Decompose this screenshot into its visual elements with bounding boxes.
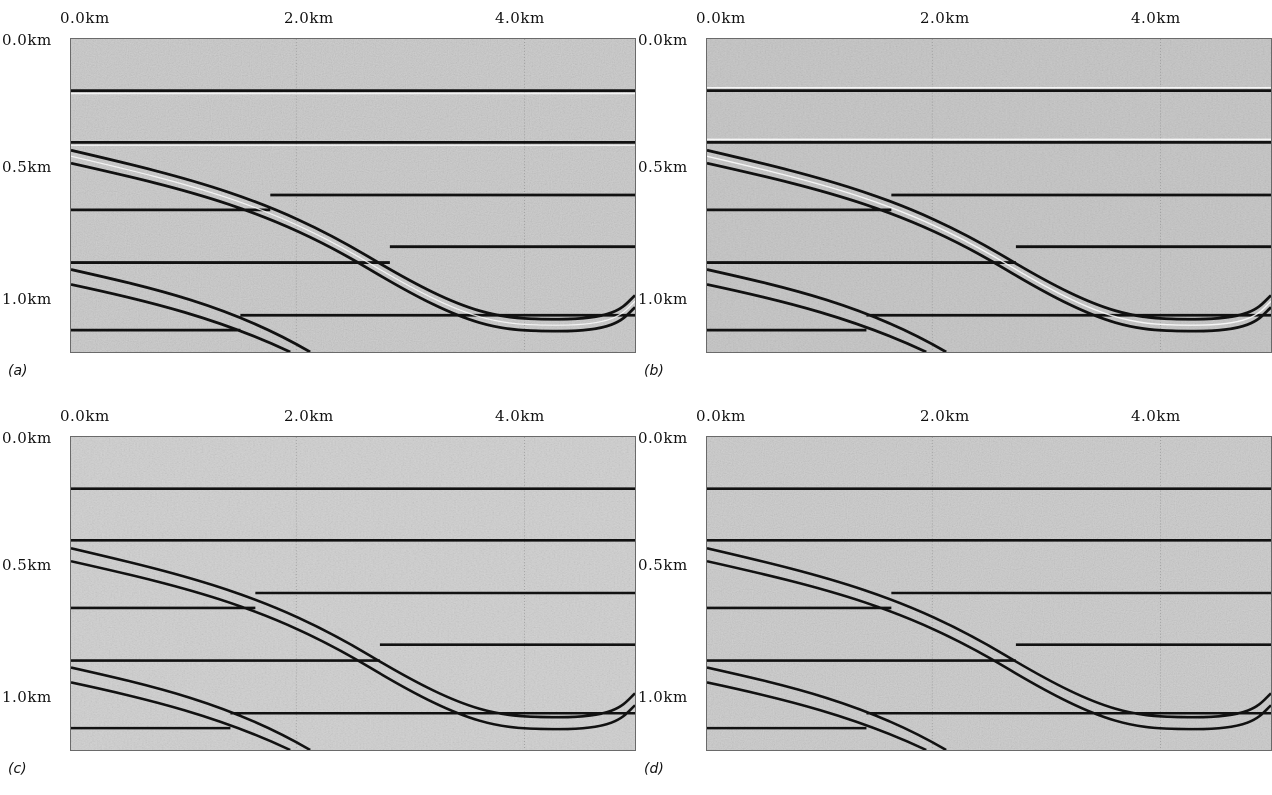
- x-tick-4: 4.0km: [495, 9, 545, 27]
- y-tick-1: 1.0km: [2, 688, 52, 706]
- seismic-image: [70, 38, 636, 353]
- x-tick-0: 0.0km: [696, 9, 746, 27]
- y-tick-0: 0.0km: [638, 31, 688, 49]
- y-tick-0: 0.0km: [638, 429, 688, 447]
- x-tick-0: 0.0km: [60, 407, 110, 425]
- x-tick-2: 2.0km: [284, 407, 334, 425]
- seismic-image: [706, 38, 1272, 353]
- x-tick-2: 2.0km: [920, 9, 970, 27]
- x-tick-0: 0.0km: [60, 9, 110, 27]
- panel-a: 0.0km 2.0km 4.0km 0.0km 0.5km 1.0km: [0, 0, 636, 397]
- x-tick-2: 2.0km: [920, 407, 970, 425]
- seismic-image: [70, 436, 636, 751]
- x-tick-0: 0.0km: [696, 407, 746, 425]
- panel-c: 0.0km 2.0km 4.0km 0.0km 0.5km 1.0km: [0, 398, 636, 795]
- panel-d: 0.0km 2.0km 4.0km 0.0km 0.5km 1.0km: [636, 398, 1272, 795]
- y-tick-1: 1.0km: [638, 688, 688, 706]
- panel-label: (d): [644, 761, 664, 777]
- panel-b: 0.0km 2.0km 4.0km 0.0km 0.5km 1.0km: [636, 0, 1272, 397]
- x-tick-2: 2.0km: [284, 9, 334, 27]
- seismic-section: [707, 39, 1271, 352]
- y-tick-1: 1.0km: [2, 290, 52, 308]
- seismic-section: [707, 437, 1271, 750]
- y-tick-05: 0.5km: [2, 158, 52, 176]
- y-tick-0: 0.0km: [2, 31, 52, 49]
- y-tick-05: 0.5km: [2, 556, 52, 574]
- y-tick-0: 0.0km: [2, 429, 52, 447]
- seismic-section: [71, 39, 635, 352]
- seismic-image: [706, 436, 1272, 751]
- panel-label: (b): [644, 363, 664, 379]
- x-tick-4: 4.0km: [1131, 407, 1181, 425]
- x-tick-4: 4.0km: [1131, 9, 1181, 27]
- seismic-section: [71, 437, 635, 750]
- x-tick-4: 4.0km: [495, 407, 545, 425]
- panel-label: (c): [8, 761, 27, 777]
- panel-label: (a): [8, 363, 28, 379]
- y-tick-05: 0.5km: [638, 556, 688, 574]
- y-tick-1: 1.0km: [638, 290, 688, 308]
- y-tick-05: 0.5km: [638, 158, 688, 176]
